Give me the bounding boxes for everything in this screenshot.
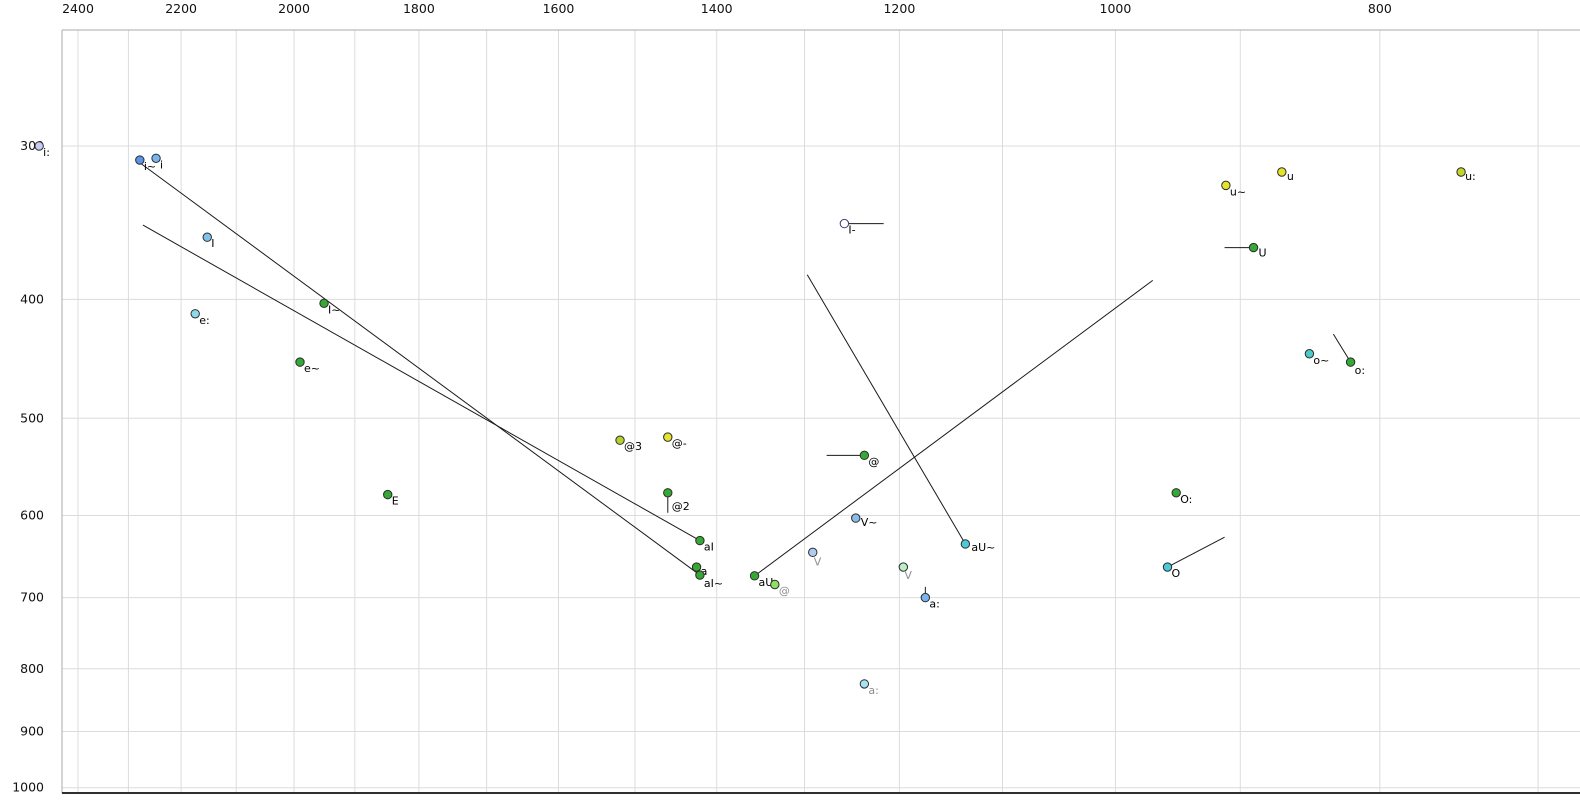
data-point	[190, 309, 200, 319]
point-label: I~	[328, 303, 340, 316]
point-label: I	[211, 237, 214, 250]
point-label: O	[1172, 567, 1181, 580]
data-point	[663, 488, 673, 498]
data-point	[1171, 488, 1181, 498]
x-tick-label: 2000	[278, 1, 310, 16]
point-label: @	[779, 585, 790, 598]
point-label: aU~	[971, 541, 995, 554]
data-point	[1221, 180, 1231, 191]
point-label: aU	[759, 576, 774, 589]
point-label: @2	[672, 500, 690, 513]
data-point	[295, 357, 305, 367]
point-label: @3	[624, 440, 642, 453]
trajectory-line	[140, 163, 701, 576]
data-point	[151, 153, 161, 163]
point-label: o:	[1355, 364, 1365, 377]
data-point	[898, 562, 909, 572]
data-point	[1304, 349, 1315, 359]
y-tick-label: 900	[20, 724, 44, 739]
data-point	[135, 155, 145, 165]
point-label: @-	[672, 437, 687, 450]
data-point	[1456, 167, 1466, 177]
trajectory-line	[806, 274, 966, 545]
point-label: V~	[861, 516, 878, 529]
point-label: i	[160, 158, 163, 171]
y-tick-label: 500	[20, 410, 44, 425]
y-tick-label: 800	[20, 661, 44, 676]
trajectory-line	[142, 224, 701, 542]
point-label: e:	[199, 314, 209, 327]
data-point	[695, 570, 705, 580]
point-label: u	[1287, 170, 1294, 183]
point-label: a:	[929, 598, 939, 611]
y-tick-label: 600	[20, 507, 44, 522]
trajectory-line	[1332, 333, 1352, 363]
point-label: u:	[1465, 170, 1476, 183]
data-point	[960, 539, 971, 549]
x-tick-label: 800	[1368, 1, 1392, 16]
y-tick-label: 1000	[12, 780, 44, 795]
data-point	[839, 218, 850, 229]
data-point	[695, 535, 705, 546]
data-point	[859, 679, 870, 689]
data-point	[1248, 242, 1259, 253]
point-label: aI~	[704, 577, 723, 590]
data-point	[851, 513, 861, 523]
x-tick-label: 2400	[62, 1, 94, 16]
data-point	[615, 435, 625, 445]
point-label: i:	[43, 146, 50, 159]
point-label: E	[392, 495, 399, 508]
point-label: V	[904, 569, 912, 582]
point-label: i~	[144, 160, 156, 173]
data-point	[1345, 357, 1356, 367]
data-point	[319, 298, 329, 309]
data-point	[1162, 562, 1173, 572]
point-label: I-	[848, 224, 855, 237]
data-point	[202, 232, 212, 242]
data-point	[808, 547, 818, 558]
data-point	[749, 571, 760, 581]
point-label: aI	[704, 541, 714, 554]
data-point	[691, 562, 702, 572]
trajectory-line	[754, 279, 1154, 577]
trajectory-line	[1167, 536, 1225, 568]
data-point	[663, 432, 673, 442]
point-label: U	[1259, 247, 1267, 260]
point-label: a	[701, 565, 708, 578]
point-label: e~	[304, 362, 320, 375]
data-point	[859, 450, 870, 461]
data-point	[920, 592, 931, 603]
x-tick-label: 1400	[701, 1, 733, 16]
x-tick-label: 1200	[883, 1, 915, 16]
x-tick-label: 1600	[543, 1, 575, 16]
y-tick-label: 400	[20, 291, 44, 306]
point-label: o~	[1313, 354, 1329, 367]
data-point	[770, 579, 780, 590]
data-point	[34, 141, 44, 151]
point-label: u~	[1230, 185, 1246, 198]
point-label: V	[814, 555, 822, 568]
point-label: O:	[1180, 493, 1192, 506]
point-label: a:	[868, 684, 878, 697]
x-tick-label: 1000	[1100, 1, 1132, 16]
x-tick-label: 1800	[403, 1, 435, 16]
point-label: @	[868, 455, 879, 468]
y-tick-label: 700	[20, 590, 44, 605]
data-point	[383, 489, 393, 500]
x-tick-label: 2200	[165, 1, 197, 16]
data-point	[1277, 167, 1287, 177]
